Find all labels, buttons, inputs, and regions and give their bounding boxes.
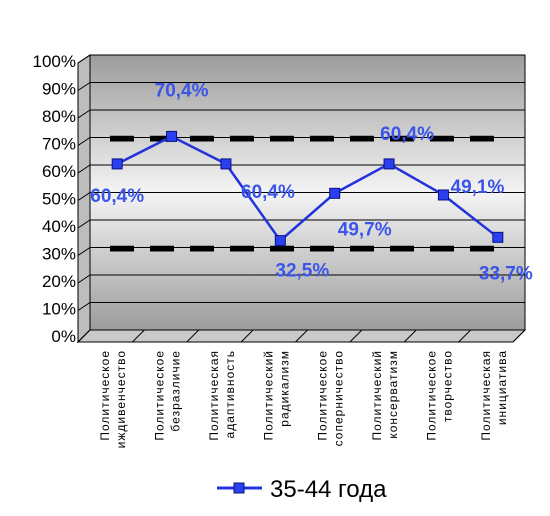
y-tick-label: 40% <box>42 217 76 236</box>
category-tick <box>186 329 200 343</box>
category-tick <box>512 329 526 343</box>
category-tick <box>458 329 471 343</box>
x-category-label-line: творчество <box>440 350 454 422</box>
data-point <box>492 231 504 243</box>
x-category-label-line: Политическое <box>153 350 167 441</box>
category-tick <box>77 329 91 343</box>
gridline-side <box>77 54 91 64</box>
data-label: 60,4% <box>90 186 144 207</box>
x-category-label-line: консерватизм <box>386 350 400 439</box>
category-tick <box>240 329 254 343</box>
y-tick-label: 20% <box>42 272 76 291</box>
x-category-label: Политическая инициатива <box>479 350 509 441</box>
data-point <box>220 158 232 170</box>
x-category-label-line: иждивенчество <box>114 350 128 448</box>
plot-side-wall <box>77 54 91 344</box>
x-category-label-line: Политическое <box>98 350 112 441</box>
data-point <box>383 158 395 170</box>
category-tick <box>403 329 417 343</box>
data-label: 33,7% <box>479 263 533 284</box>
x-category-label: Политическое безразличие <box>153 350 183 441</box>
y-tick-label: 0% <box>51 327 76 346</box>
x-category-label-line: инициатива <box>495 350 509 425</box>
x-category-label-line: Политический <box>370 350 384 441</box>
gridline-side <box>77 247 91 256</box>
data-point <box>166 130 178 142</box>
y-tick-label: 60% <box>42 162 76 181</box>
y-tick-label: 80% <box>42 107 76 126</box>
gridline-side <box>77 137 91 146</box>
data-label: 49,1% <box>451 177 505 198</box>
data-label: 70,4% <box>155 80 209 101</box>
gridline-side <box>77 302 91 311</box>
y-tick-label: 30% <box>42 245 76 264</box>
y-tick-label: 90% <box>42 80 76 99</box>
gridline-side <box>77 192 91 201</box>
data-point <box>274 235 286 247</box>
data-label: 49,7% <box>338 219 392 240</box>
legend-label: 35-44 года <box>270 476 387 503</box>
x-category-label-line: Политическая <box>207 350 221 441</box>
x-category-label-line: Политическое <box>316 350 330 441</box>
gridline-side <box>77 109 91 119</box>
gridline-side <box>77 82 91 91</box>
legend: 35-44 года <box>217 476 387 503</box>
gridline-side <box>77 219 91 229</box>
category-tick <box>132 329 145 343</box>
data-point <box>111 158 123 170</box>
y-tick-label: 50% <box>42 190 76 209</box>
category-tick <box>349 329 363 343</box>
data-label: 32,5% <box>275 261 329 282</box>
x-category-label-line: Политическая <box>479 350 493 441</box>
x-category-label-line: адаптивность <box>223 350 237 438</box>
data-label: 60,4% <box>241 182 295 203</box>
data-point <box>329 187 341 199</box>
y-tick-label: 100% <box>33 52 76 71</box>
gridline-side <box>77 164 91 174</box>
data-label: 60,4% <box>380 124 434 145</box>
x-category-label: Политическое творчество <box>424 350 454 441</box>
x-category-label: Политическое иждивенчество <box>98 350 128 448</box>
x-category-label-line: Политический <box>261 350 275 441</box>
x-category-label-line: соперничество <box>332 350 346 446</box>
x-category-label: Политический радикализм <box>261 350 291 441</box>
y-tick-label: 70% <box>42 135 76 154</box>
x-category-label: Политическая адаптивность <box>207 350 237 441</box>
x-category-label-line: Политическое <box>424 350 438 441</box>
y-tick-label: 10% <box>42 300 76 319</box>
x-category-label-line: радикализм <box>277 350 291 427</box>
gridline-side <box>77 274 91 284</box>
legend-marker <box>233 482 245 494</box>
x-category-label-line: безразличие <box>169 350 183 432</box>
series-line <box>116 134 499 243</box>
x-category-label: Политическое соперничество <box>316 350 346 446</box>
category-tick <box>295 329 308 343</box>
x-category-label: Политический консерватизм <box>370 350 400 441</box>
data-point <box>437 189 449 201</box>
